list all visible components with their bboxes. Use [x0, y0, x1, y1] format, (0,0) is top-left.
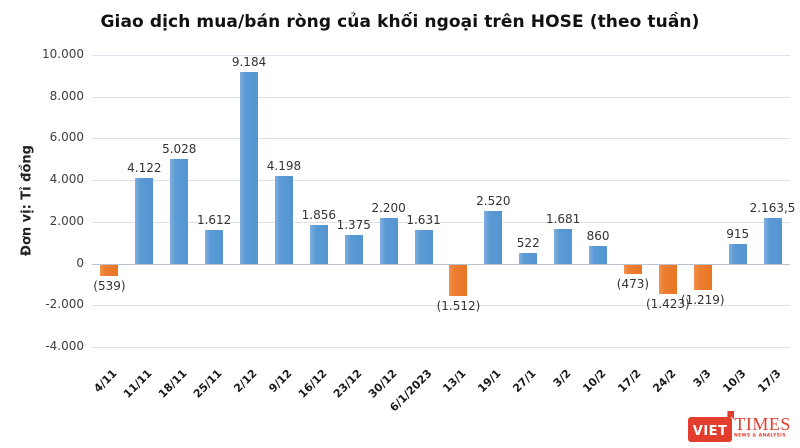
y-tick-label: 8.000	[49, 88, 84, 103]
bar-value-label: 2.200	[371, 200, 406, 215]
bar-3/3	[693, 264, 712, 290]
plot-area	[92, 55, 790, 348]
bar-value-label: (1.423)	[645, 297, 690, 312]
bar-9/12	[274, 176, 293, 264]
bar-18/11	[170, 158, 189, 264]
viettimes-logo: VIET TIMES NEWS & ANALYSIS	[687, 411, 792, 442]
y-tick-label: -4.000	[45, 339, 84, 353]
logo-viet-text: VIET	[692, 424, 728, 439]
bar-25/11	[205, 229, 224, 264]
bar-value-label: 860	[586, 228, 610, 243]
bar-value-label: 1.631	[406, 212, 441, 227]
bar-30/12	[379, 217, 398, 264]
logo-tagline: NEWS & ANALYSIS	[734, 433, 787, 439]
y-tick-label: 4.000	[49, 172, 84, 187]
bar-27/1	[519, 252, 538, 264]
logo-times-text: TIMES	[734, 414, 791, 434]
bar-24/2	[658, 264, 677, 295]
bar-value-label: 9.184	[231, 55, 267, 70]
bar-value-label: 1.681	[545, 211, 581, 226]
bar-4/11	[100, 264, 119, 276]
y-tick-label: 10.000	[42, 47, 84, 61]
bar-value-label: (473)	[616, 277, 650, 292]
gridline-0	[92, 263, 790, 265]
bar-2/12	[240, 72, 259, 264]
x-tick-label-4/11: 4/11	[91, 366, 121, 396]
bar-value-label: 1.612	[196, 212, 232, 227]
bar-value-label: 2.520	[476, 194, 511, 208]
y-tick-label: -2.000	[45, 297, 84, 312]
bar-10/3	[728, 244, 747, 264]
bar-6/1/2023	[414, 229, 433, 264]
bar-23/12	[344, 234, 363, 264]
bar-13/1	[449, 264, 468, 297]
bar-value-label: 2.163,5	[749, 201, 796, 216]
bar-value-label: 4.198	[266, 159, 302, 173]
bar-3/2	[554, 228, 573, 264]
bar-value-label: (1.219)	[680, 292, 725, 307]
gridline-4.000	[92, 180, 790, 182]
bar-value-label: 4.122	[127, 160, 162, 175]
gridline-10.000	[92, 55, 790, 56]
bar-value-label: 1.856	[301, 207, 337, 222]
bar-value-label: 915	[726, 227, 750, 242]
bar-19/1	[484, 211, 503, 264]
y-tick-label: 2.000	[49, 213, 84, 228]
chart-title: Giao dịch mua/bán ròng của khối ngoại tr…	[100, 12, 700, 32]
bar-10/2	[589, 245, 608, 264]
y-tick-label: 6.000	[49, 130, 84, 145]
bar-17/2	[623, 264, 642, 275]
y-tick-label: 0	[76, 255, 84, 270]
viettimes-logo-box: VIET	[687, 411, 735, 442]
bar-value-label: 1.375	[336, 217, 371, 232]
gridline-8.000	[92, 96, 790, 98]
gridline-6.000	[92, 138, 790, 140]
gridline--4.000	[92, 347, 790, 348]
gridline--2.000	[92, 305, 790, 307]
bar-value-label: 522	[516, 235, 540, 250]
gridline-2.000	[92, 221, 790, 223]
y-axis-title: Đơn vị: Tỉ đồng	[19, 145, 35, 256]
bar-value-label: (1.512)	[436, 299, 481, 314]
bar-value-label: 5.028	[162, 141, 197, 156]
bar-16/12	[309, 224, 328, 264]
flag-icon	[727, 411, 735, 420]
bar-11/11	[135, 177, 154, 264]
bar-value-label: (539)	[93, 278, 126, 293]
bar-17/3	[763, 218, 782, 264]
